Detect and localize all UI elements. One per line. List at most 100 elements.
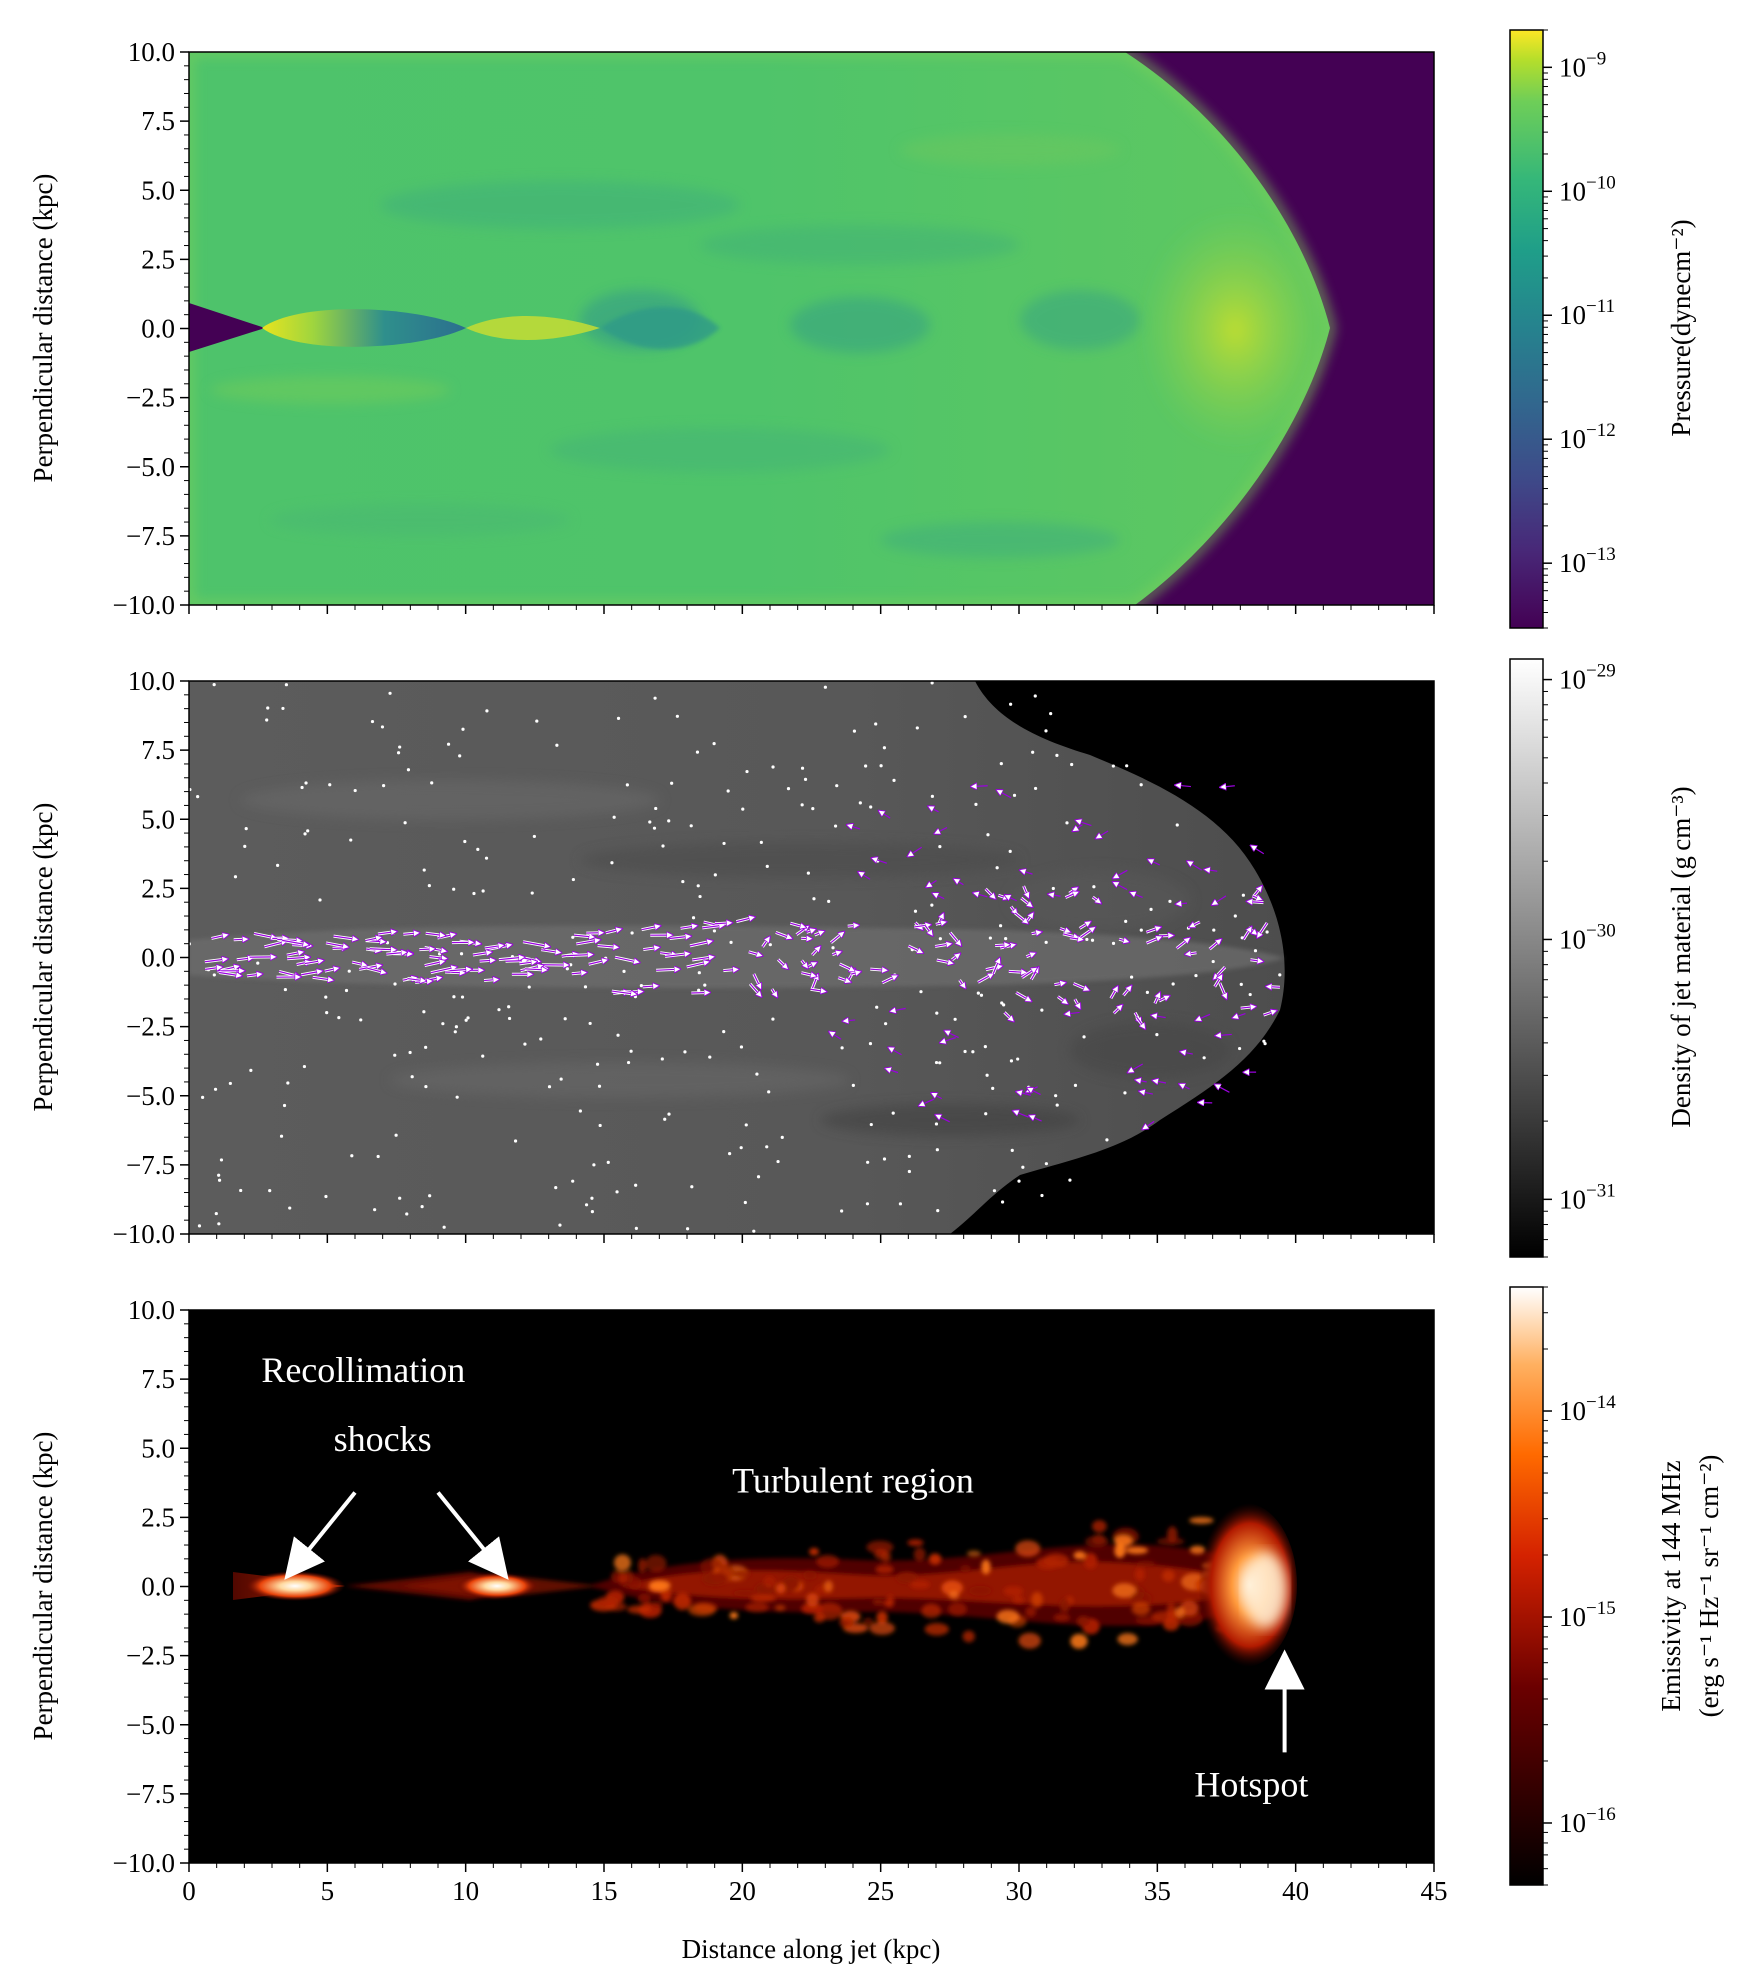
velocity-arrow [1219, 982, 1226, 998]
pressure-ylabel: Perpendicular distance (kpc) [28, 174, 58, 483]
velocity-arrow [838, 978, 849, 982]
velocity-arrow [1092, 896, 1100, 903]
tracer-dot [452, 995, 456, 999]
tracer-dot [703, 983, 707, 987]
tracer-dot [463, 839, 467, 844]
tracer-dot [776, 1159, 780, 1164]
tracer-dot [1090, 938, 1095, 942]
tracer-dot [1262, 1039, 1266, 1043]
tracer-dot [394, 1133, 398, 1137]
tracer-dot [1123, 1091, 1127, 1095]
tracer-dot [583, 985, 588, 989]
tracer-dot [304, 781, 308, 785]
tracer-dot [722, 841, 726, 846]
velocity-arrow [801, 973, 815, 976]
tracer-dot [615, 1190, 619, 1194]
velocity-arrow [218, 973, 241, 976]
tracer-dot [266, 706, 270, 710]
y-tick-label: 0.0 [141, 943, 175, 973]
tracer-dot [653, 696, 657, 700]
annotation-label: Recollimation [261, 1350, 465, 1390]
velocity-arrow [1114, 883, 1128, 891]
velocity-arrow [643, 947, 658, 949]
velocity-arrow [472, 952, 491, 955]
turbulent-blob [627, 1605, 652, 1614]
tracer-dot [393, 1053, 397, 1057]
tracer-dot [441, 1022, 445, 1026]
tracer-dot [571, 1179, 575, 1183]
tracer-dot [454, 1025, 458, 1029]
turbulent-blob [907, 1539, 924, 1547]
tracer-dot [590, 1210, 595, 1214]
turbulent-blob [928, 1553, 942, 1565]
tracer-dot [712, 929, 717, 933]
tracer-dot [350, 1154, 354, 1158]
colorbar-tick-label: 10−9 [1559, 48, 1606, 82]
velocity-arrow [1143, 1120, 1155, 1128]
velocity-arrow [1206, 870, 1218, 872]
tracer-dot [745, 769, 749, 774]
tracer-dot [1186, 926, 1191, 930]
tracer-dot [228, 1081, 232, 1086]
tracer-dot [472, 891, 476, 896]
velocity-arrow [992, 959, 999, 974]
turbulent-blob [673, 1592, 692, 1611]
tracer-dot [913, 909, 918, 913]
velocity-arrow [702, 925, 723, 928]
tracer-dot [380, 725, 385, 729]
velocity-arrow [886, 1069, 899, 1073]
tracer-dot [1139, 783, 1143, 787]
pressure-recollimation-knot [466, 316, 600, 340]
tracer-dot [696, 884, 700, 888]
tracer-dot [420, 1205, 424, 1209]
tracer-dot [652, 826, 657, 830]
velocity-arrow [367, 967, 385, 973]
velocity-arrow [419, 949, 433, 950]
velocity-arrow [1214, 975, 1222, 987]
x-tick-label: 10 [452, 1876, 479, 1906]
tracer-dot [376, 1154, 380, 1159]
tracer-dot [547, 1085, 552, 1089]
velocity-arrow [425, 933, 444, 935]
turbulent-blob [896, 1571, 918, 1584]
velocity-arrow [403, 933, 418, 934]
velocity-arrow [430, 967, 456, 974]
velocity-arrow [1252, 896, 1261, 899]
tracer-dot [971, 1050, 975, 1054]
tracer-dot [249, 1068, 253, 1072]
tracer-dot [1092, 885, 1096, 889]
tracer-dot [713, 873, 717, 877]
tracer-dot [1145, 990, 1149, 995]
tracer-dot [930, 681, 934, 685]
velocity-arrow [1028, 1088, 1041, 1096]
tracer-dot [827, 899, 831, 903]
tracer-dot [513, 1139, 518, 1143]
tracer-dot [459, 952, 464, 956]
velocity-arrow [1073, 983, 1088, 990]
emissivity-y-axis: 10.0 7.5 5.0 2.5 0.0 −2.5 −5.0 −7.5 −10.0 [113, 1295, 189, 1878]
velocity-arrow [936, 960, 953, 963]
tracer-dot [1054, 1094, 1058, 1098]
tracer-dot [610, 861, 614, 865]
tracer-dot [406, 768, 411, 772]
turbulent-blob [921, 1603, 942, 1619]
turbulent-blob [966, 1550, 981, 1557]
tracer-dot [324, 995, 328, 999]
tracer-dot [768, 943, 772, 947]
y-tick-label: −2.5 [126, 1012, 175, 1042]
velocity-arrow [790, 923, 804, 927]
turbulent-blob [1083, 1552, 1098, 1569]
turbulent-blob [1180, 1600, 1199, 1616]
velocity-arrow [359, 965, 381, 970]
turbulent-blob [763, 1576, 776, 1588]
tracer-dot [239, 1188, 243, 1193]
density-colorbar-bar [1509, 658, 1544, 1258]
tracer-dot [571, 877, 575, 882]
emissivity-colorbar-label-line1: Emissivity at 144 MHz [1656, 1460, 1686, 1711]
tracer-dot [840, 1209, 844, 1213]
turbulent-blob [613, 1554, 631, 1572]
velocity-arrow [955, 880, 964, 886]
pressure-colorbar-bar [1509, 29, 1544, 629]
tracer-dot [695, 750, 700, 754]
velocity-arrow [1180, 1084, 1190, 1089]
